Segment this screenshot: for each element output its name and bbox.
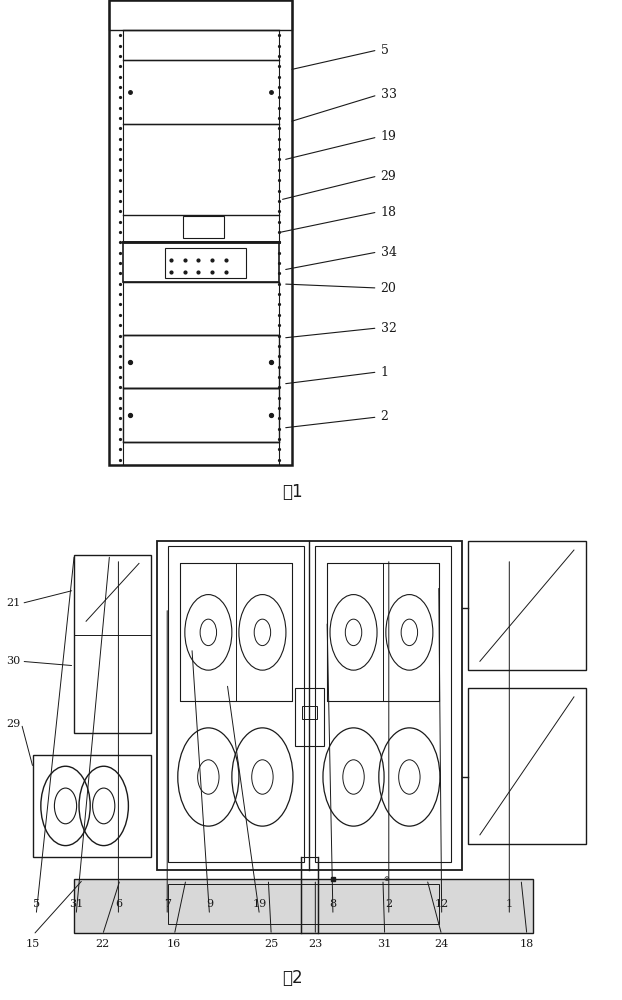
- Text: 1: 1: [506, 899, 513, 909]
- Text: 24: 24: [435, 939, 449, 949]
- Text: 30: 30: [6, 656, 20, 666]
- Bar: [123, 30, 279, 60]
- Text: 18: 18: [520, 939, 534, 949]
- Text: 31: 31: [69, 899, 83, 909]
- Bar: [300, 857, 318, 933]
- Bar: [302, 706, 317, 719]
- Text: 8: 8: [330, 899, 337, 909]
- Text: 2: 2: [385, 899, 392, 909]
- Bar: [180, 563, 236, 701]
- Text: 5: 5: [381, 43, 389, 56]
- Bar: [109, 0, 292, 30]
- Bar: [468, 541, 586, 670]
- Text: 34: 34: [381, 245, 397, 258]
- Text: 图2: 图2: [282, 969, 303, 987]
- Text: 18: 18: [381, 206, 397, 219]
- Text: 31: 31: [378, 939, 392, 949]
- Bar: [123, 60, 279, 124]
- Bar: [180, 563, 292, 701]
- Bar: [123, 242, 279, 282]
- Bar: [295, 688, 324, 746]
- Text: 29: 29: [381, 169, 396, 182]
- Text: 2: 2: [381, 410, 389, 424]
- Bar: [236, 563, 292, 701]
- Text: 5: 5: [32, 899, 40, 909]
- Bar: [109, 0, 292, 465]
- Bar: [157, 541, 462, 870]
- Text: 图1: 图1: [282, 483, 303, 501]
- Text: 16: 16: [167, 939, 182, 949]
- Text: 7: 7: [164, 899, 170, 909]
- Text: 19: 19: [381, 130, 397, 143]
- Text: 21: 21: [6, 598, 20, 608]
- Bar: [33, 755, 151, 857]
- Bar: [165, 248, 246, 278]
- Text: 9: 9: [206, 899, 213, 909]
- Bar: [75, 879, 533, 933]
- Bar: [468, 688, 586, 844]
- Bar: [183, 216, 224, 238]
- Bar: [315, 546, 450, 862]
- Text: 23: 23: [308, 939, 322, 949]
- Text: 33: 33: [381, 89, 397, 102]
- Text: 6: 6: [115, 899, 122, 909]
- Bar: [169, 884, 439, 924]
- Text: 29: 29: [6, 719, 20, 729]
- Bar: [327, 563, 383, 701]
- Text: 20: 20: [381, 282, 397, 294]
- Bar: [75, 554, 151, 732]
- Bar: [123, 282, 279, 335]
- Text: 32: 32: [381, 322, 397, 334]
- Text: 15: 15: [26, 939, 40, 949]
- Bar: [123, 442, 279, 465]
- Bar: [123, 388, 279, 442]
- Bar: [123, 335, 279, 388]
- Bar: [123, 124, 279, 242]
- Bar: [327, 563, 439, 701]
- Text: 25: 25: [264, 939, 279, 949]
- Text: 1: 1: [381, 365, 389, 378]
- Text: 22: 22: [95, 939, 109, 949]
- Bar: [169, 546, 304, 862]
- Bar: [383, 563, 439, 701]
- Text: 19: 19: [253, 899, 267, 909]
- Text: ⊗: ⊗: [383, 876, 389, 882]
- Text: 12: 12: [435, 899, 449, 909]
